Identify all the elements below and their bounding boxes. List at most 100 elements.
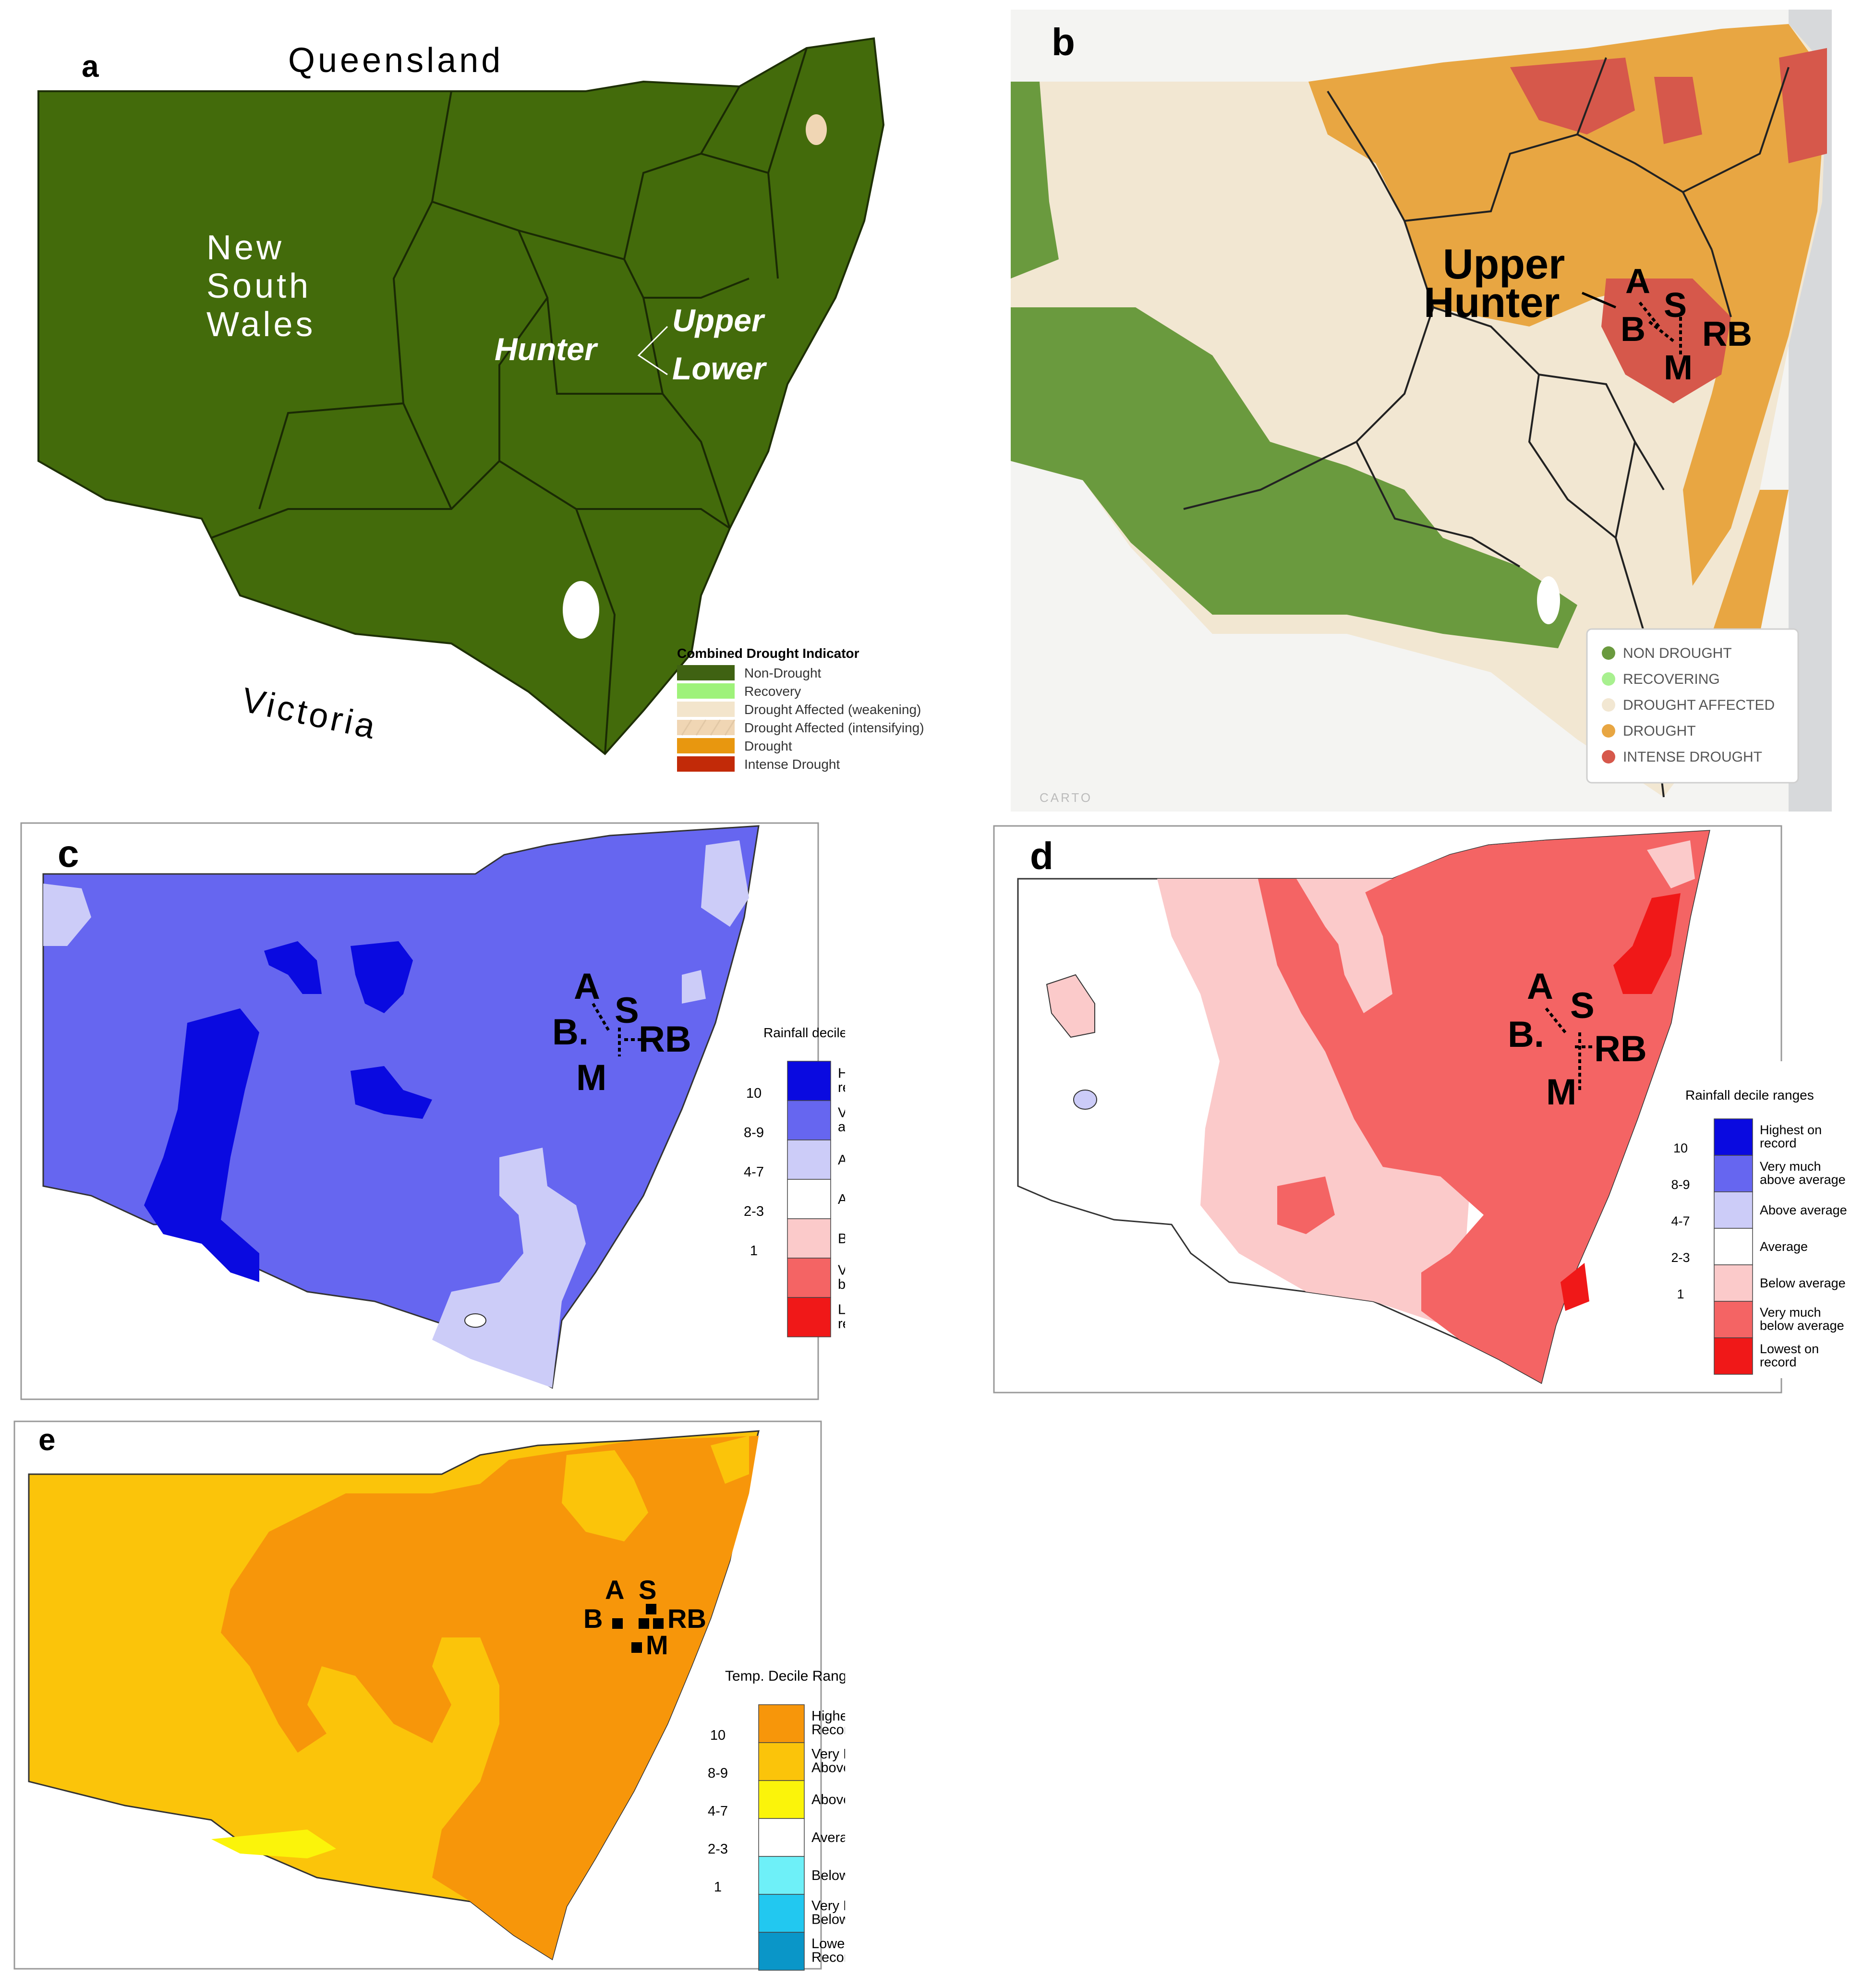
site-rb-d: RB (1594, 1029, 1647, 1069)
lake-patch-b (1537, 576, 1560, 624)
legend-a-label: Non-Drought (744, 666, 822, 680)
legend-title-d: Rainfall decile ranges (1685, 1088, 1814, 1103)
site-m-e: M (646, 1630, 668, 1660)
intense-drought-upper (1654, 77, 1702, 144)
panel-e: e A S B RB M Temp. Decile Ranges Highest… (13, 1420, 845, 1971)
legend-label: Highest on (1760, 1123, 1822, 1137)
legend-b-dot (1602, 646, 1615, 660)
below-avg-d-2 (1325, 888, 1392, 1013)
legend-label: Very much (838, 1105, 845, 1120)
legend-swatch (1714, 1228, 1753, 1265)
legend-label: Above average (1760, 1203, 1847, 1217)
legend-label: record (1760, 1355, 1797, 1369)
label-hunter: Hunter (495, 331, 598, 367)
legend-decile: 4-7 (708, 1804, 728, 1819)
label-nsw-1: New (206, 229, 284, 267)
legend-decile: 2-3 (708, 1842, 728, 1857)
region-borders-a (211, 48, 808, 754)
legend-b-label: NON DROUGHT (1623, 645, 1732, 661)
drought-north (1308, 24, 1827, 586)
legend-swatch (787, 1218, 831, 1259)
legend-a-swatch (677, 702, 735, 717)
legend-box-b (1586, 628, 1799, 784)
legend-label: record (838, 1080, 845, 1095)
site-m-b: M (1664, 349, 1693, 387)
above-avg-c-3 (432, 1148, 586, 1388)
lowest-d-2 (1561, 1263, 1589, 1311)
legend-label: Below Average (811, 1868, 845, 1883)
site-rb-e: RB (667, 1603, 706, 1634)
legend-label: below average (1760, 1318, 1844, 1333)
legend-swatch (758, 1780, 805, 1819)
site-connectors-b (1638, 302, 1682, 355)
legend-swatch (758, 1894, 805, 1933)
legend-decile: 4-7 (744, 1164, 764, 1180)
legend-label: Above average (838, 1152, 845, 1168)
legend-label: Record (811, 1950, 845, 1965)
legend-b-label: RECOVERING (1623, 671, 1720, 687)
legend-label: Below average (838, 1231, 845, 1247)
legend-swatch (758, 1742, 805, 1781)
legend-decile: 10 (1673, 1141, 1688, 1155)
above-avg-c-2 (701, 840, 749, 927)
legend-b-label: DROUGHT (1623, 723, 1696, 739)
label-hunter-b: Hunter (1424, 279, 1560, 326)
site-a-e: A (605, 1575, 624, 1605)
legend-label: Below Average (811, 1912, 845, 1927)
highest-c-1 (144, 1008, 259, 1282)
legend-swatch (787, 1100, 831, 1140)
legend-label: Average (1760, 1239, 1808, 1254)
legend-swatch (758, 1704, 805, 1743)
legend-swatch (758, 1856, 805, 1895)
legend-decile: 10 (746, 1086, 762, 1101)
legend-decile: 2-3 (744, 1204, 764, 1219)
site-b-b: B (1621, 310, 1645, 349)
site-s-e: S (639, 1575, 656, 1605)
region-borders-b (1183, 57, 1790, 798)
legend-swatch (787, 1179, 831, 1219)
legend-swatch (787, 1297, 831, 1337)
nsw-map-a (37, 37, 885, 755)
intense-drought-north (1510, 58, 1635, 134)
legend-swatch (1714, 1191, 1753, 1229)
intense-drought-hunter (1601, 279, 1731, 403)
legend-swatch (758, 1932, 805, 1971)
legend-label: Very much (1760, 1159, 1821, 1174)
label-lower: Lower (672, 351, 767, 386)
site-markers-e (612, 1604, 664, 1653)
legend-b-dot (1602, 750, 1615, 764)
legend-bg-d (1671, 1061, 1851, 1378)
legend-a-label: Recovery (744, 684, 801, 699)
legend-label: Average (838, 1192, 845, 1207)
legend-label: Record (811, 1722, 845, 1738)
highest-c-4 (351, 1066, 432, 1119)
label-upper: Upper (672, 303, 765, 338)
hunter-pointer-b (1582, 291, 1616, 309)
hunter-connector (637, 326, 668, 376)
legend-a-hatch (681, 719, 736, 736)
legend-e-items: Highest onRecord10Very MuchAbove Average… (708, 1704, 845, 1971)
site-b-e: B (583, 1603, 603, 1634)
legend-label: Lowest on (838, 1302, 845, 1317)
legend-title-e: Temp. Decile Ranges (725, 1668, 845, 1684)
site-s-c: S (615, 990, 639, 1031)
legend-label: Lowest on (1760, 1342, 1819, 1356)
legend-decile: 1 (750, 1243, 758, 1259)
legend-decile: 10 (710, 1728, 726, 1743)
very-much-above-e-1 (562, 1450, 648, 1541)
above-avg-c-1 (43, 884, 91, 946)
panel-letter-b: b (1052, 21, 1075, 63)
legend-swatch (1714, 1301, 1753, 1338)
highest-c-3 (351, 941, 413, 1013)
legend-decile: 4-7 (1671, 1214, 1690, 1228)
legend-title-c: Rainfall decile ranges (763, 1025, 845, 1040)
panel-a: a Queensland Victoria New South Wales Hu… (37, 37, 924, 772)
lowest-d-1 (1613, 893, 1681, 994)
legend-label: Below average (1760, 1276, 1846, 1290)
site-connectors-d (1545, 1007, 1594, 1090)
site-connectors-c (592, 1003, 643, 1056)
legend-decile: 1 (714, 1879, 722, 1895)
site-a-b: A (1625, 262, 1650, 301)
panel-c: c A S B. RB M Rainfall decile ranges Hig… (20, 822, 845, 1400)
